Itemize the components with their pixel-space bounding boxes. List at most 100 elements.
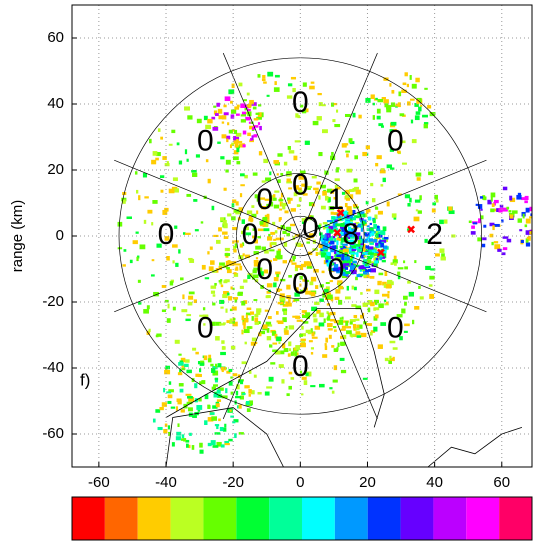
- echo: [494, 244, 500, 249]
- echo: [371, 94, 375, 99]
- echo: [332, 245, 336, 249]
- echo: [354, 155, 358, 159]
- echo: [414, 260, 416, 263]
- echo: [346, 326, 351, 328]
- echo: [192, 445, 195, 450]
- sector-label: 0: [387, 311, 404, 344]
- echo: [226, 160, 231, 165]
- echo: [382, 260, 386, 262]
- echo: [220, 217, 224, 220]
- colorbar-swatch: [269, 497, 302, 540]
- echo: [381, 184, 384, 186]
- y-tick-label: 40: [47, 95, 64, 112]
- echo: [339, 286, 343, 289]
- echo: [331, 216, 335, 220]
- echo: [342, 326, 346, 329]
- echo: [162, 309, 166, 312]
- echo: [342, 317, 344, 320]
- echo: [246, 315, 248, 320]
- echo: [351, 334, 353, 337]
- echo: [273, 239, 276, 241]
- echo: [331, 103, 334, 107]
- echo: [273, 198, 277, 201]
- echo: [223, 105, 226, 108]
- echo: [311, 347, 314, 349]
- echo: [317, 116, 322, 120]
- echo: [376, 246, 379, 248]
- echo: [471, 226, 475, 229]
- echo: [242, 361, 247, 364]
- echo: [315, 285, 318, 289]
- echo: [151, 160, 156, 165]
- echo: [370, 255, 374, 258]
- echo: [333, 236, 335, 238]
- echo: [230, 101, 233, 104]
- echo: [394, 256, 397, 260]
- echo: [415, 115, 420, 120]
- echo: [415, 78, 419, 83]
- echo: [346, 198, 350, 201]
- echo: [185, 319, 190, 321]
- echo: [335, 297, 340, 300]
- echo: [354, 319, 359, 321]
- echo: [373, 327, 377, 332]
- echo: [247, 326, 252, 329]
- echo: [374, 253, 378, 256]
- echo: [409, 198, 411, 203]
- echo: [325, 346, 327, 350]
- x-tick-label: -20: [222, 474, 244, 491]
- y-tick-label: 60: [47, 29, 64, 46]
- echo: [377, 109, 381, 114]
- echo: [327, 220, 332, 222]
- echo: [187, 115, 192, 119]
- echo: [233, 249, 236, 252]
- echo: [156, 335, 159, 337]
- echo: [377, 281, 381, 285]
- echo: [251, 135, 253, 140]
- echo: [358, 115, 361, 119]
- echo: [199, 368, 201, 372]
- echo: [352, 286, 354, 290]
- echo: [264, 228, 270, 231]
- echo: [130, 260, 133, 263]
- echo: [451, 234, 455, 237]
- echo: [267, 72, 273, 77]
- echo: [530, 213, 535, 216]
- echo: [375, 98, 377, 100]
- echo: [213, 235, 218, 237]
- echo: [275, 75, 280, 78]
- echo: [247, 210, 252, 214]
- echo: [276, 274, 279, 277]
- echo: [239, 266, 242, 271]
- echo: [185, 359, 189, 362]
- echo: [152, 259, 155, 261]
- echo: [136, 190, 138, 194]
- echo: [153, 419, 156, 423]
- echo: [211, 416, 217, 421]
- echo: [196, 405, 202, 410]
- echo: [282, 231, 286, 234]
- echo: [220, 307, 223, 309]
- echo: [359, 266, 364, 269]
- echo: [326, 241, 328, 243]
- echo: [191, 170, 197, 172]
- echo: [213, 106, 216, 108]
- echo: [197, 119, 202, 123]
- echo: [354, 315, 358, 318]
- echo: [379, 257, 382, 260]
- echo: [244, 319, 248, 323]
- colorbar-swatch: [401, 497, 434, 540]
- echo: [372, 198, 375, 202]
- echo: [274, 87, 280, 92]
- echo: [345, 271, 350, 274]
- echo: [232, 240, 234, 243]
- echo: [415, 200, 420, 203]
- echo: [398, 267, 404, 269]
- echo: [366, 209, 371, 212]
- echo: [491, 242, 493, 245]
- echo: [144, 196, 148, 198]
- echo: [347, 286, 349, 291]
- echo: [385, 271, 388, 276]
- echo: [208, 358, 212, 362]
- echo: [219, 300, 224, 304]
